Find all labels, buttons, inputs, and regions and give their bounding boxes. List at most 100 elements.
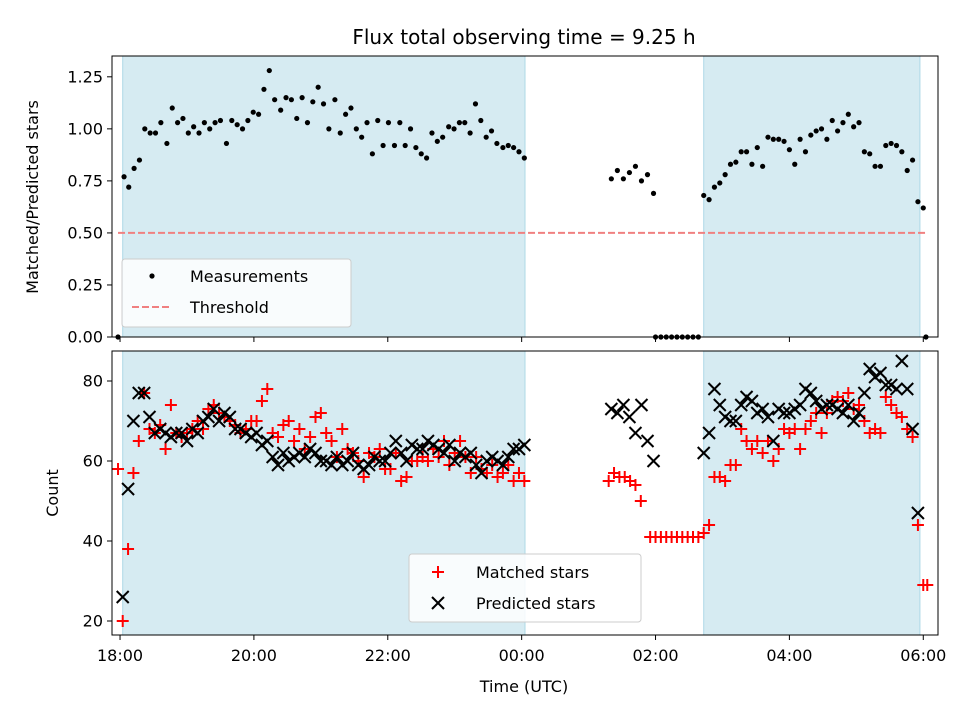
measurement-point bbox=[754, 144, 760, 151]
matched-star-point bbox=[895, 411, 908, 423]
predicted-star-point bbox=[207, 402, 221, 416]
x-stroke-b bbox=[697, 446, 711, 460]
x-stroke-b bbox=[857, 386, 872, 400]
x-stroke-b bbox=[863, 362, 877, 376]
predicted-star-point bbox=[506, 442, 521, 456]
predicted-star-point bbox=[761, 410, 775, 424]
measurement-point bbox=[760, 163, 766, 169]
measurement-point bbox=[152, 130, 159, 136]
matched-star-point bbox=[602, 475, 615, 487]
predicted-star-point bbox=[330, 450, 344, 464]
x-stroke-b bbox=[415, 442, 430, 456]
matched-star-point bbox=[400, 471, 413, 483]
x-stroke-b bbox=[174, 426, 189, 440]
x-stroke-b bbox=[604, 402, 619, 416]
predicted-star-point bbox=[863, 362, 877, 376]
matched-star-point bbox=[788, 423, 801, 435]
matched-star-point bbox=[729, 459, 742, 471]
matched-star-point bbox=[719, 475, 732, 487]
measurement-point bbox=[632, 163, 639, 169]
measurement-point bbox=[802, 149, 809, 155]
matched-star-point bbox=[815, 427, 828, 439]
predicted-star-point bbox=[346, 446, 360, 460]
measurement-point bbox=[375, 117, 381, 124]
matched-star-point bbox=[272, 431, 285, 443]
measurement-point bbox=[207, 126, 213, 132]
x-axis-label: Time (UTC) bbox=[479, 677, 568, 696]
measurement-point bbox=[185, 130, 191, 136]
y-tick-label: 80 bbox=[83, 372, 103, 391]
measurement-point bbox=[142, 126, 148, 132]
matched-star-point bbox=[282, 415, 295, 427]
x-stroke-b bbox=[314, 454, 328, 468]
top-legend[interactable]: Measurements Threshold bbox=[121, 258, 352, 328]
predicted-star-point bbox=[777, 406, 791, 420]
matched-star-point bbox=[122, 543, 135, 555]
measurement-point bbox=[472, 101, 479, 107]
predicted-star-point bbox=[223, 410, 237, 424]
x-stroke-b bbox=[889, 382, 904, 396]
bottom-panel-frame bbox=[111, 350, 939, 636]
bottom-y-axis-label: Count bbox=[43, 469, 62, 517]
x-stroke-b bbox=[804, 386, 818, 400]
x-stroke-b bbox=[702, 426, 716, 440]
x-stroke-b bbox=[734, 398, 748, 412]
predicted-star-point bbox=[474, 466, 489, 480]
predicted-star-point bbox=[873, 366, 888, 380]
predicted-star-point bbox=[634, 398, 649, 412]
x-stroke-b bbox=[506, 442, 521, 456]
measurement-point bbox=[283, 95, 289, 101]
predicted-star-point bbox=[852, 406, 866, 420]
matched-star-point bbox=[629, 479, 642, 491]
measurement-point bbox=[196, 130, 202, 136]
matched-star-point bbox=[320, 427, 333, 439]
predicted-star-point bbox=[766, 434, 781, 448]
measurement-point bbox=[626, 169, 633, 176]
matched-star-point bbox=[421, 455, 434, 467]
x-stroke-b bbox=[442, 438, 457, 452]
x-stroke-b bbox=[761, 410, 775, 424]
predicted-star-point bbox=[249, 426, 264, 440]
predicted-star-point bbox=[879, 378, 893, 392]
measurement-point bbox=[861, 149, 867, 155]
predicted-star-point bbox=[448, 454, 462, 468]
measurement-point bbox=[770, 136, 776, 142]
measurement-point bbox=[223, 140, 230, 147]
matched-star-point bbox=[751, 435, 764, 447]
predicted-star-point bbox=[121, 482, 135, 496]
measurement-point bbox=[877, 163, 884, 169]
predicted-star-point bbox=[841, 398, 856, 412]
x-stroke-b bbox=[900, 382, 914, 396]
matched-star-point bbox=[879, 391, 892, 403]
measurement-point bbox=[434, 138, 440, 144]
top-x-ticks bbox=[119, 337, 924, 342]
y-tick-label: 0.75 bbox=[67, 171, 103, 190]
x-stroke-b bbox=[207, 402, 221, 416]
measurement-point bbox=[402, 142, 408, 149]
measurement-point bbox=[797, 136, 803, 142]
measurement-point bbox=[872, 163, 878, 169]
x-stroke-b bbox=[265, 450, 280, 464]
predicted-star-point bbox=[276, 446, 291, 460]
x-stroke-b bbox=[723, 414, 738, 428]
shaded-interval-1 bbox=[703, 56, 920, 337]
legend-predicted-marker bbox=[431, 596, 445, 610]
x-stroke-b bbox=[911, 506, 925, 520]
bottom-legend[interactable]: Matched stars Predicted stars bbox=[408, 553, 642, 623]
measurement-point bbox=[893, 142, 900, 149]
measurement-point bbox=[851, 124, 857, 130]
measurement-point bbox=[174, 120, 181, 126]
matched-star-point bbox=[304, 431, 317, 443]
measurement-point bbox=[158, 120, 164, 126]
top-panel: 0.00 0.25 0.50 0.75 1.00 1.25 Flux total obse… bbox=[23, 25, 939, 347]
predicted-star-point bbox=[201, 410, 216, 424]
matched-star-point bbox=[454, 435, 467, 447]
x-tick-label: 00:00 bbox=[499, 646, 545, 665]
legend-threshold-label: Threshold bbox=[189, 298, 269, 317]
predicted-star-point bbox=[174, 426, 189, 440]
measurement-point bbox=[131, 165, 137, 171]
matched-star-point bbox=[325, 435, 338, 447]
shaded-interval-1 bbox=[703, 351, 920, 635]
x-stroke-b bbox=[474, 466, 489, 480]
